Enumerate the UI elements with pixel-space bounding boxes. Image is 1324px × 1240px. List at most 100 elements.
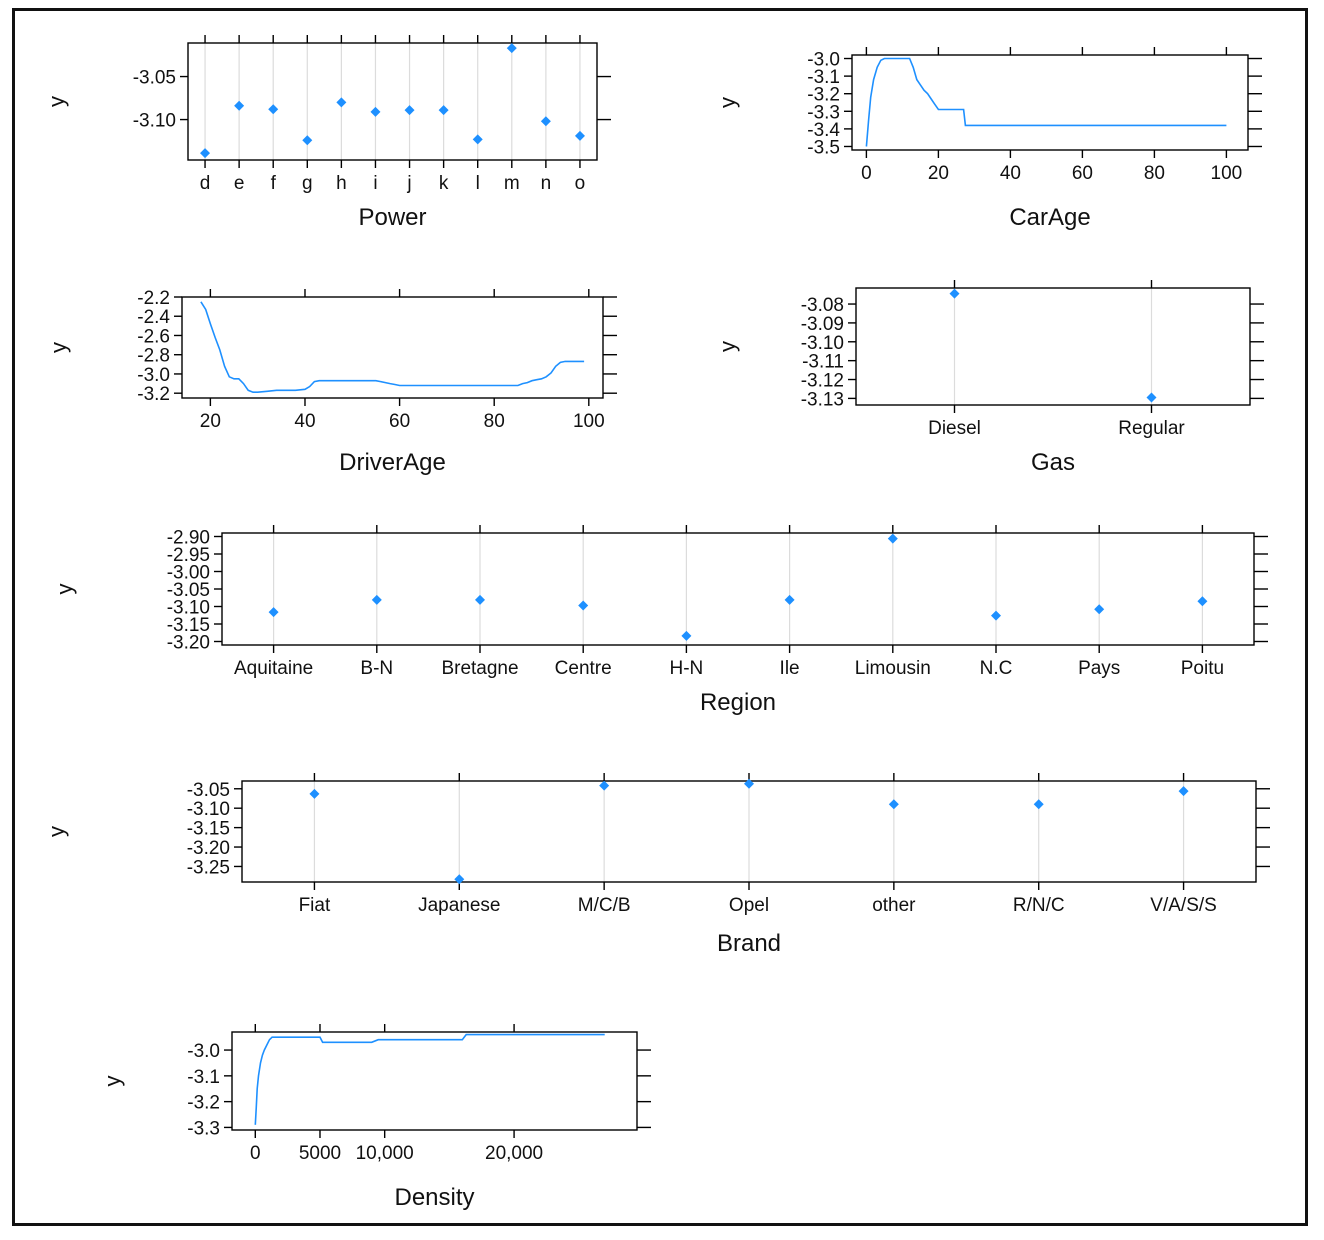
carage-y-tick-label: -3.5	[807, 137, 840, 158]
brand-point-other	[888, 799, 899, 810]
region-point-Ile	[784, 594, 795, 605]
brand-y-axis-label: y	[44, 826, 69, 837]
power-y-axis-label: y	[44, 96, 69, 107]
region-y-tick-label: -3.10	[167, 598, 210, 619]
gas-y-tick-label: -3.09	[801, 314, 844, 335]
gas-y-tick-label: -3.13	[801, 389, 844, 410]
power-point-m	[506, 43, 517, 54]
gas-y-tick-label: -3.10	[801, 333, 844, 354]
carage-x-tick-label: 100	[1211, 163, 1243, 184]
driverage-x-axis-label: DriverAge	[339, 449, 446, 476]
carage-y-tick-label: -3.4	[807, 120, 840, 141]
gas-x-tick-label: Regular	[1118, 418, 1185, 439]
density-y-axis-label: y	[100, 1076, 125, 1087]
region-x-tick-label: Poitu	[1181, 658, 1224, 679]
power-point-o	[574, 130, 585, 141]
power-x-tick-label: e	[234, 173, 245, 194]
brand-y-tick-label: -3.10	[187, 799, 230, 820]
gas-point-Diesel	[949, 288, 960, 299]
brand-x-tick-label: Japanese	[418, 895, 500, 916]
power-point-j	[404, 105, 415, 116]
driverage-series-line	[200, 301, 585, 394]
gas-y-axis-label: y	[715, 341, 740, 352]
power-y-tick-label: -3.10	[133, 111, 176, 132]
region-point-Aquitaine	[268, 607, 279, 618]
region-point-Limousin	[887, 533, 898, 544]
power-x-tick-label: o	[575, 173, 586, 194]
brand-x-tick-label: V/A/S/S	[1150, 895, 1217, 916]
power-x-tick-label: m	[504, 173, 520, 194]
density-y-tick-label: -3.2	[187, 1093, 220, 1114]
region-x-tick-label: H-N	[670, 658, 704, 679]
power-point-e	[234, 100, 245, 111]
power-x-tick-label: h	[336, 173, 347, 194]
region-y-tick-label: -2.95	[167, 545, 210, 566]
gas-x-axis-label: Gas	[1031, 449, 1075, 476]
region-y-tick-label: -3.05	[167, 580, 210, 601]
region-point-Centre	[578, 600, 589, 611]
region-x-tick-label: Limousin	[855, 658, 931, 679]
carage-y-tick-label: -3.2	[807, 85, 840, 106]
driverage-plot-frame	[181, 296, 604, 399]
power-point-n	[540, 116, 551, 127]
region-chart: Aquitaine B-N Bretagne Centre H-N Ile Limousin…	[52, 525, 1268, 716]
region-x-tick-label: Bretagne	[441, 658, 518, 679]
region-x-tick-label: Ile	[780, 658, 800, 679]
region-point-Bretagne	[475, 594, 485, 605]
region-x-tick-label: B-N	[360, 658, 393, 679]
driverage-x-tick-label: 60	[389, 411, 410, 432]
brand-y-tick-label: -3.20	[187, 838, 230, 859]
brand-point-M/C/B	[599, 780, 610, 791]
density-x-tick-label: 5000	[299, 1143, 341, 1164]
power-x-tick-label: d	[200, 173, 211, 194]
driverage-x-tick-label: 80	[484, 411, 505, 432]
carage-y-axis-label: y	[715, 97, 740, 108]
brand-point-Japanese	[454, 874, 465, 885]
power-point-g	[302, 135, 313, 146]
driverage-y-tick-label: -2.8	[137, 346, 170, 367]
power-x-axis-label: Power	[358, 204, 426, 231]
region-x-tick-label: Centre	[555, 658, 612, 679]
brand-y-tick-label: -3.15	[187, 819, 230, 840]
brand-y-tick-label: -3.05	[187, 780, 230, 801]
brand-x-tick-label: M/C/B	[578, 895, 631, 916]
power-x-tick-label: n	[541, 173, 552, 194]
figure-frame	[12, 8, 1308, 1226]
brand-x-tick-label: Opel	[729, 895, 769, 916]
gas-chart: Diesel Regular -3.08-3.09-3.10-3.11-3.12-3…	[715, 280, 1264, 476]
carage-x-tick-label: 40	[1000, 163, 1021, 184]
carage-x-tick-label: 60	[1072, 163, 1093, 184]
gas-plot-frame	[855, 287, 1251, 406]
region-point-Pays	[1094, 604, 1105, 615]
driverage-x-tick-label: 100	[573, 411, 605, 432]
driverage-y-tick-label: -2.4	[137, 307, 170, 328]
region-x-tick-label: Pays	[1078, 658, 1120, 679]
region-y-tick-label: -3.15	[167, 615, 210, 636]
density-y-tick-label: -3.3	[187, 1118, 220, 1139]
region-x-tick-label: Aquitaine	[234, 658, 313, 679]
density-x-axis-label: Density	[394, 1184, 474, 1211]
driverage-x-tick-label: 40	[294, 411, 315, 432]
density-x-tick-label: 20,000	[485, 1143, 543, 1164]
driverage-y-tick-label: -3.2	[137, 384, 170, 405]
density-x-tick-label: 10,000	[356, 1143, 414, 1164]
brand-x-tick-label: Fiat	[299, 895, 331, 916]
power-point-h	[336, 97, 347, 108]
region-x-axis-label: Region	[700, 689, 776, 716]
brand-y-tick-label: -3.25	[187, 857, 230, 878]
brand-point-Opel	[744, 778, 754, 789]
gas-x-tick-label: Diesel	[928, 418, 981, 439]
driverage-y-axis-label: y	[46, 342, 71, 353]
power-x-tick-label: l	[476, 173, 480, 194]
brand-chart: Fiat Japanese M/C/B Opel other R/N/C V/A/S/S -3…	[44, 773, 1270, 957]
region-point-H-N	[681, 630, 692, 641]
carage-y-tick-label: -3.1	[807, 67, 840, 88]
driverage-x-tick-label: 20	[200, 411, 221, 432]
region-y-tick-label: -3.20	[167, 633, 210, 654]
power-x-tick-label: i	[373, 173, 377, 194]
region-point-Poitu	[1197, 596, 1208, 607]
power-x-tick-label: j	[406, 173, 411, 194]
density-plot-frame	[231, 1031, 638, 1131]
gas-y-tick-label: -3.08	[801, 295, 844, 316]
